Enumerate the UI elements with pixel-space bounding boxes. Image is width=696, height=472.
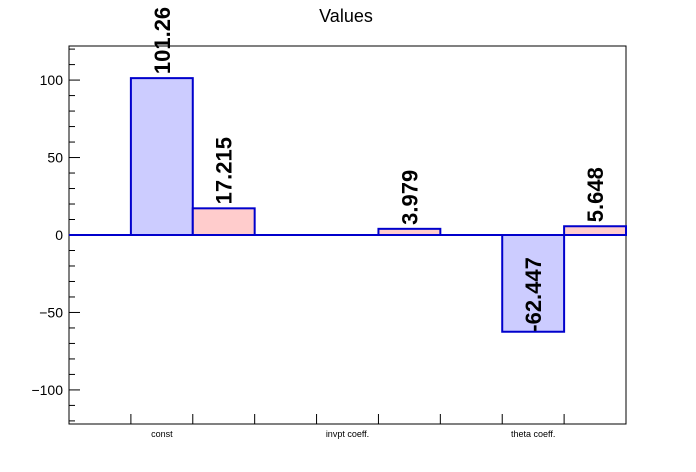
y-tick-label: 0 [55, 227, 63, 243]
x-axis: const invpt coeff. theta coeff. [130, 414, 565, 439]
y-tick-label: −100 [31, 382, 63, 398]
bar [129, 77, 194, 236]
data-label: 5.648 [583, 167, 608, 222]
x-category-label: invpt coeff. [326, 429, 369, 439]
x-category-label: const [151, 429, 173, 439]
y-axis: −100 −50 0 50 100 [31, 48, 80, 422]
chart-title: Values [319, 6, 373, 26]
y-tick-label: −50 [39, 304, 63, 320]
data-label: 101.26 [150, 7, 175, 74]
data-label: 17.215 [212, 137, 237, 204]
bar [563, 225, 627, 236]
y-tick-label: 100 [40, 72, 64, 88]
y-tick-label: 50 [47, 150, 63, 166]
data-labels: 101.26 -62.447 17.215 3.979 5.648 [150, 7, 608, 332]
x-category-label: theta coeff. [511, 429, 555, 439]
bar [191, 207, 256, 236]
data-label: -62.447 [521, 257, 546, 332]
bar-series [129, 77, 627, 333]
data-label: 3.979 [397, 170, 422, 225]
